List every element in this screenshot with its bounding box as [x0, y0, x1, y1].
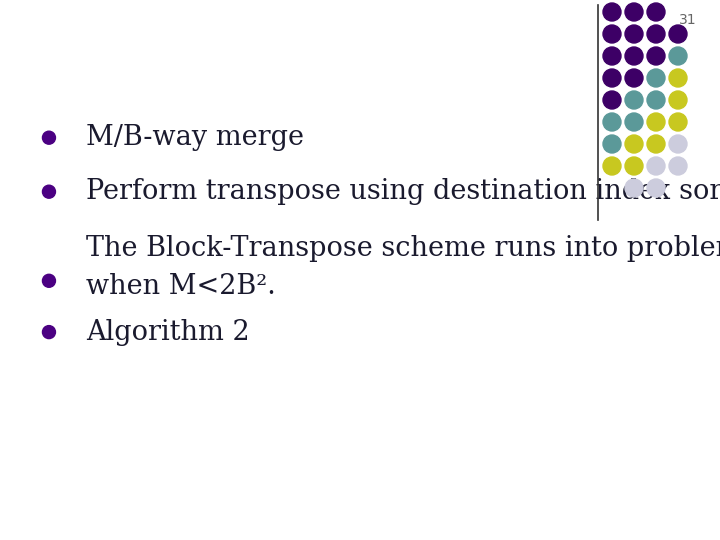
Circle shape	[603, 113, 621, 131]
Circle shape	[669, 69, 687, 87]
Circle shape	[625, 69, 643, 87]
Circle shape	[625, 25, 643, 43]
Circle shape	[669, 47, 687, 65]
Circle shape	[603, 135, 621, 153]
Circle shape	[603, 47, 621, 65]
Circle shape	[42, 185, 55, 198]
Text: The Block-Transpose scheme runs into problem
when M<2B².: The Block-Transpose scheme runs into pro…	[86, 235, 720, 300]
Circle shape	[647, 157, 665, 175]
Circle shape	[647, 3, 665, 21]
Circle shape	[647, 69, 665, 87]
Circle shape	[647, 179, 665, 197]
Circle shape	[669, 91, 687, 109]
Circle shape	[625, 135, 643, 153]
Text: Algorithm 2: Algorithm 2	[86, 319, 250, 346]
Circle shape	[603, 91, 621, 109]
Circle shape	[647, 25, 665, 43]
Circle shape	[42, 326, 55, 339]
Circle shape	[625, 3, 643, 21]
Circle shape	[647, 91, 665, 109]
Circle shape	[625, 47, 643, 65]
Text: M/B-way merge: M/B-way merge	[86, 124, 305, 151]
Circle shape	[625, 157, 643, 175]
Circle shape	[647, 113, 665, 131]
Circle shape	[669, 25, 687, 43]
Circle shape	[669, 113, 687, 131]
Circle shape	[625, 179, 643, 197]
Circle shape	[625, 113, 643, 131]
Circle shape	[669, 135, 687, 153]
Circle shape	[42, 274, 55, 287]
Circle shape	[603, 157, 621, 175]
Text: 31: 31	[679, 14, 696, 28]
Circle shape	[647, 135, 665, 153]
Circle shape	[603, 69, 621, 87]
Circle shape	[603, 25, 621, 43]
Circle shape	[669, 157, 687, 175]
Circle shape	[647, 47, 665, 65]
Circle shape	[603, 3, 621, 21]
Circle shape	[625, 91, 643, 109]
Circle shape	[42, 131, 55, 144]
Text: Perform transpose using destination index sorting: Perform transpose using destination inde…	[86, 178, 720, 205]
